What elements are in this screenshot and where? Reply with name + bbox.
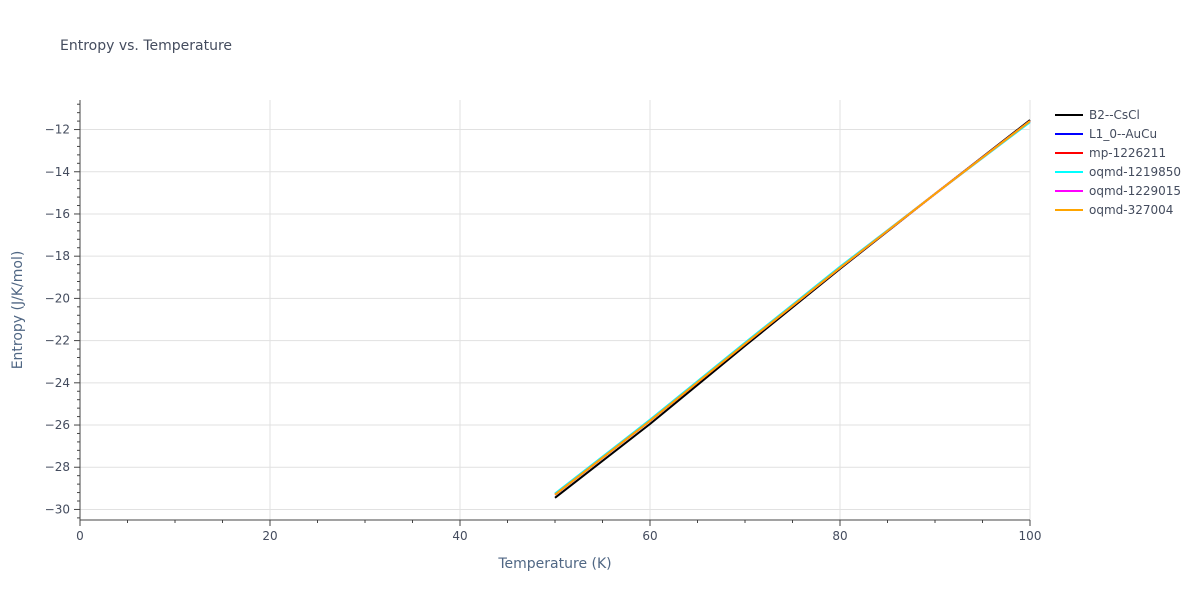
y-axis-label: Entropy (J/K/mol) [10,251,26,370]
legend-label: B2--CsCl [1089,108,1140,122]
y-tick-label: −12 [45,123,70,137]
y-tick-label: −22 [45,334,70,348]
plot-area [554,119,1031,499]
legend-item[interactable]: B2--CsCl [1055,108,1140,122]
axes: 0 20 40 60 80 100 −30 −28 −26 −24 −22 −20 −18 −16 −14 −… [45,100,1042,543]
y-tick-label: −28 [45,460,70,474]
legend-label: oqmd-1229015 [1089,184,1181,198]
y-tick-label: −24 [45,376,70,390]
x-tick-label: 100 [1019,529,1042,543]
y-tick-label: −18 [45,249,70,263]
legend-item[interactable]: oqmd-1229015 [1055,184,1181,198]
x-axis-label: Temperature (K) [497,556,611,572]
chart-title: Entropy vs. Temperature [60,38,232,54]
legend-item[interactable]: mp-1226211 [1055,146,1166,160]
y-tick-label: −20 [45,291,70,305]
legend-label: mp-1226211 [1089,146,1166,160]
y-tick-label: −16 [45,207,70,221]
legend-label: L1_0--AuCu [1089,127,1157,141]
y-tick-label: −26 [45,418,70,432]
series-line-5 [554,120,1031,496]
x-tick-label: 0 [76,529,84,543]
legend-label: oqmd-327004 [1089,203,1173,217]
legend[interactable]: B2--CsCl L1_0--AuCu mp-1226211 oqmd-1219850… [1055,108,1181,217]
grid [80,100,1031,520]
x-tick-label: 60 [642,529,657,543]
x-tick-label: 80 [832,529,847,543]
y-tick-label: −30 [45,502,70,516]
legend-item[interactable]: oqmd-327004 [1055,203,1173,217]
legend-item[interactable]: oqmd-1219850 [1055,165,1181,179]
legend-item[interactable]: L1_0--AuCu [1055,127,1157,141]
x-tick-label: 20 [262,529,277,543]
x-tick-label: 40 [452,529,467,543]
y-tick-label: −14 [45,165,70,179]
legend-label: oqmd-1219850 [1089,165,1181,179]
